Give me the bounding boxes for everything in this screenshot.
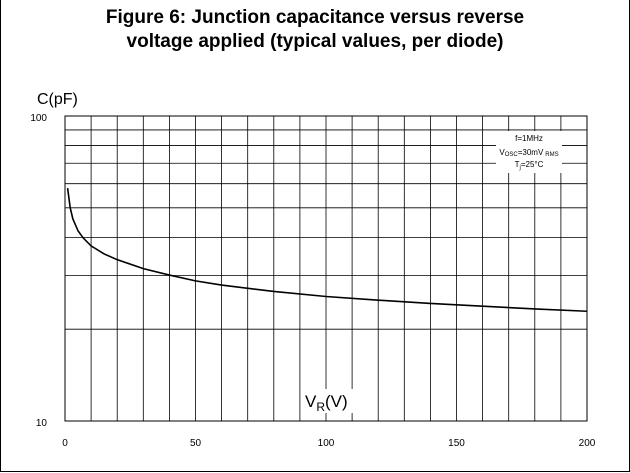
y-axis-label: C(pF) <box>37 91 78 108</box>
x-tick-label: 200 <box>579 438 596 449</box>
condition-oscillator-voltage: VOSC=30mV RMS <box>499 148 558 158</box>
x-tick-label: 0 <box>62 438 68 449</box>
chart-grid <box>65 116 587 421</box>
x-tick-labels: 0 50 100 150 200 <box>62 438 596 449</box>
y-tick-label-10: 10 <box>36 418 48 429</box>
plot-area-border <box>64 115 588 422</box>
condition-frequency: f=1MHz <box>515 134 543 143</box>
x-tick-label: 50 <box>190 438 202 449</box>
y-tick-label-100: 100 <box>30 113 47 124</box>
x-tick-label: 150 <box>448 438 465 449</box>
capacitance-curve <box>66 188 588 313</box>
x-axis-label-background <box>302 389 364 413</box>
conditions-box-background <box>496 131 562 173</box>
x-axis-label: VR(V) <box>305 392 348 414</box>
figure-title-line-2: voltage applied (typical values, per dio… <box>126 31 504 52</box>
figure-title: Figure 6: Junction capacitance versus re… <box>0 6 630 54</box>
figure-title-line-1: Figure 6: Junction capacitance versus re… <box>105 7 525 28</box>
x-tick-label: 100 <box>318 438 335 449</box>
condition-junction-temperature: Tj=25°C <box>515 160 544 171</box>
